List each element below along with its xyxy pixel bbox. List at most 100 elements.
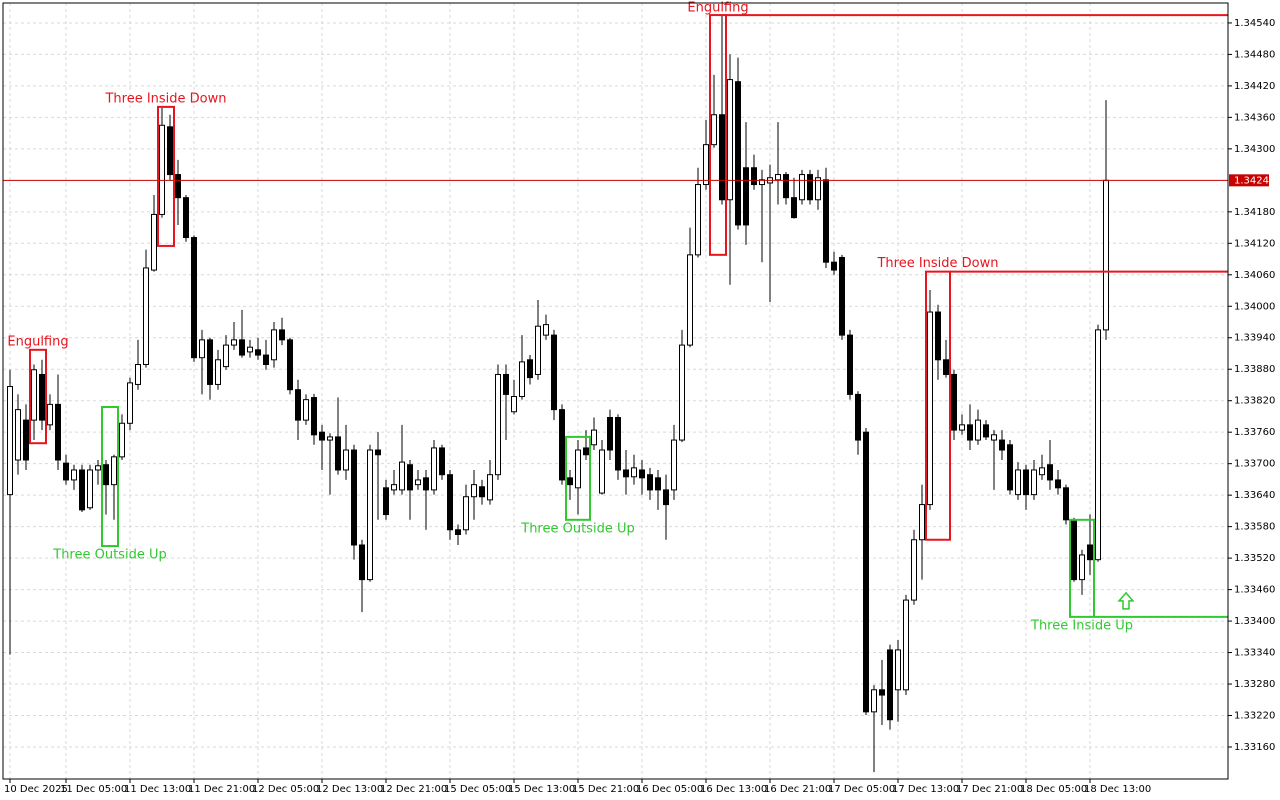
candle-body xyxy=(231,339,237,346)
candle-body xyxy=(391,484,397,491)
candle-body xyxy=(759,179,765,186)
candle-body xyxy=(151,213,157,271)
candle-body xyxy=(815,177,821,201)
grid: 1.33160 1.33220 1.33280 1.33340 1.33400 1.334… xyxy=(3,3,1275,795)
candle-body xyxy=(495,373,501,476)
pattern-box xyxy=(565,435,591,521)
current-price-tag xyxy=(1229,174,1269,187)
candle-body xyxy=(879,689,885,696)
pattern-box xyxy=(157,105,175,247)
candle-body xyxy=(327,436,333,441)
candle-body xyxy=(719,114,725,201)
candle-body xyxy=(7,386,13,496)
x-tick-label: 15 Dec 05:00 xyxy=(444,784,511,795)
candle-body xyxy=(543,324,549,336)
candle-body xyxy=(223,344,229,368)
candle-body xyxy=(1047,464,1053,481)
candle-body xyxy=(359,544,365,581)
candle-body xyxy=(615,416,621,471)
candle-body xyxy=(199,339,205,359)
candle-body xyxy=(295,389,301,421)
candle-body xyxy=(567,477,573,486)
x-tick-label: 15 Dec 13:00 xyxy=(508,784,575,795)
candle-body xyxy=(319,431,325,441)
candle-body xyxy=(159,124,165,215)
candle-body xyxy=(399,461,405,491)
x-tick-label: 18 Dec 13:00 xyxy=(1084,784,1151,795)
current-price-label: 1.34240 xyxy=(1234,175,1275,186)
candle-body xyxy=(375,449,381,456)
candle-body xyxy=(903,599,909,691)
candle-body xyxy=(135,364,141,385)
pattern-label: Three Inside Down xyxy=(104,91,226,106)
candle-body xyxy=(271,329,277,361)
candle-body xyxy=(79,469,85,511)
candle-body xyxy=(431,447,437,491)
candle-body xyxy=(119,422,125,458)
candle-body xyxy=(799,174,805,201)
y-tick-label: 1.33760 xyxy=(1234,427,1275,438)
candle-body xyxy=(207,339,213,385)
candle-body xyxy=(111,456,117,486)
candle-body xyxy=(1055,479,1061,489)
candle-body xyxy=(303,399,309,421)
candle-body xyxy=(191,237,197,359)
candle-body xyxy=(975,419,981,441)
candle-body xyxy=(183,197,189,239)
candle-body xyxy=(103,464,109,486)
candle-body xyxy=(463,496,469,531)
candle-body xyxy=(551,334,557,411)
candle-body xyxy=(503,373,509,395)
candle-body xyxy=(1087,544,1093,561)
candle-body xyxy=(951,373,957,431)
candle-body xyxy=(527,359,533,379)
candle-body xyxy=(167,126,173,176)
candle-body xyxy=(1031,469,1037,496)
candle-body xyxy=(279,329,285,341)
candle-body xyxy=(743,167,749,226)
candle-body xyxy=(863,431,869,713)
candle-body xyxy=(1103,179,1109,331)
pattern-label: Engulfing xyxy=(7,334,68,349)
candle-body xyxy=(87,469,93,509)
candle-body xyxy=(711,114,717,146)
candle-body xyxy=(1063,487,1069,521)
candle-body xyxy=(647,474,653,491)
candle-body xyxy=(335,436,341,471)
candle-body xyxy=(575,449,581,489)
y-tick-label: 1.33340 xyxy=(1234,648,1275,659)
y-tick-label: 1.34000 xyxy=(1234,301,1275,312)
candle-body xyxy=(983,424,989,438)
candle-body xyxy=(407,464,413,491)
candle-body xyxy=(535,325,541,375)
candle-body xyxy=(927,311,933,506)
candle-body xyxy=(447,474,453,531)
x-tick-label: 16 Dec 05:00 xyxy=(636,784,703,795)
pattern-box xyxy=(101,406,119,548)
candle-body xyxy=(999,439,1005,451)
candle-body xyxy=(695,184,701,256)
candles xyxy=(7,15,1109,773)
candle-body xyxy=(751,167,757,186)
patterns: 1.34240 Engulfing Three Inside Down Three O… xyxy=(3,1,1275,633)
y-tick-label: 1.33700 xyxy=(1234,459,1275,470)
y-tick-label: 1.34180 xyxy=(1234,207,1275,218)
x-tick-label: 12 Dec 05:00 xyxy=(252,784,319,795)
candle-body xyxy=(847,334,853,395)
y-tick-label: 1.33820 xyxy=(1234,396,1275,407)
candle-body xyxy=(383,487,389,516)
candle-body xyxy=(519,361,525,398)
candle-body xyxy=(239,339,245,356)
candle-body xyxy=(15,409,21,461)
x-tick-label: 11 Dec 13:00 xyxy=(124,784,191,795)
candle-body xyxy=(1079,554,1085,581)
candle-body xyxy=(895,649,901,691)
pattern-box xyxy=(29,348,47,445)
candle-body xyxy=(599,449,605,494)
candle-body xyxy=(47,403,53,426)
pattern-box xyxy=(709,14,727,256)
candle-body xyxy=(1007,444,1013,491)
y-tick-label: 1.34360 xyxy=(1234,112,1275,123)
